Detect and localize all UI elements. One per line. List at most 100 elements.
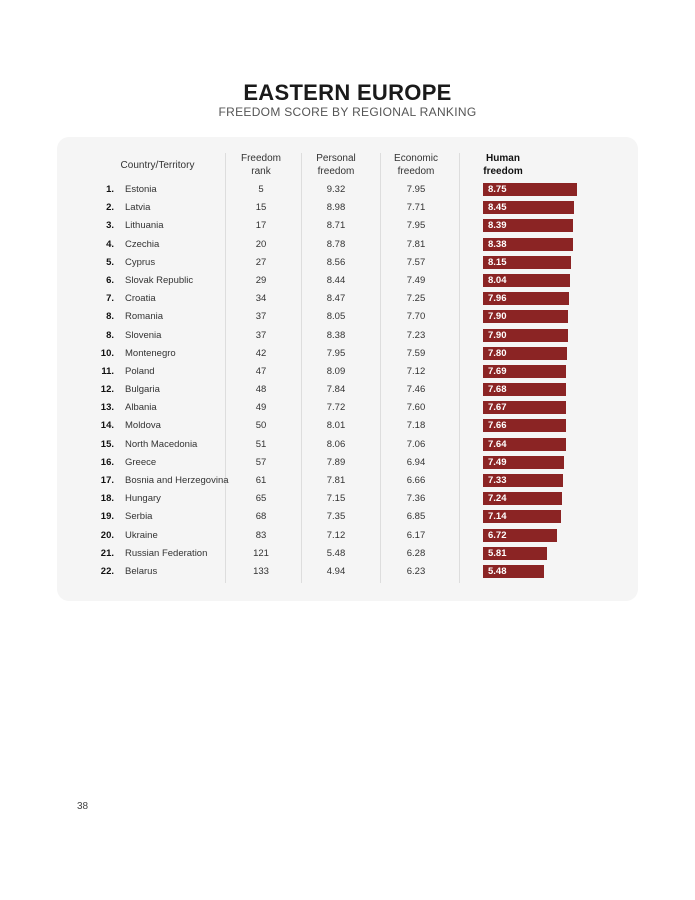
personal-freedom: 8.47 <box>326 293 346 305</box>
human-freedom-bar: 5.48 <box>483 564 544 578</box>
country-name: Montenegro <box>125 347 176 359</box>
economic-freedom: 6.94 <box>406 456 426 468</box>
personal-freedom: 8.01 <box>326 420 346 432</box>
economic-freedom: 7.95 <box>406 220 426 232</box>
freedom-rank: 68 <box>255 511 267 523</box>
personal-freedom: 9.32 <box>326 184 346 195</box>
personal-freedom: 7.81 <box>326 475 346 487</box>
table-row: 11. Poland 47 8.09 7.12 7.69 <box>0 364 695 383</box>
personal-freedom: 7.35 <box>326 511 346 523</box>
freedom-rank: 57 <box>255 456 267 468</box>
header-personal: Personal freedom <box>306 152 366 178</box>
economic-freedom: 7.60 <box>406 402 426 414</box>
country-name: Estonia <box>125 184 157 195</box>
country-name: Romania <box>125 311 164 323</box>
table-row: 21. Russian Federation 121 5.48 6.28 5.81 <box>0 546 695 565</box>
rank-label: 16. <box>100 456 114 468</box>
freedom-rank: 27 <box>255 256 267 268</box>
personal-freedom: 7.72 <box>326 402 346 414</box>
freedom-rank: 65 <box>255 493 267 505</box>
page-subtitle: FREEDOM SCORE BY REGIONAL RANKING <box>218 105 477 119</box>
human-freedom-bar: 7.33 <box>483 474 563 488</box>
human-freedom-bar: 7.80 <box>483 346 568 360</box>
country-name: Serbia <box>125 511 153 523</box>
human-freedom-bar: 8.15 <box>483 255 571 269</box>
country-name: Ukraine <box>125 529 158 541</box>
table-row: 2. Latvia 15 8.98 7.71 8.45 <box>0 201 695 219</box>
personal-freedom: 8.06 <box>326 438 346 450</box>
freedom-rank: 83 <box>255 529 267 541</box>
rank-label: 15. <box>100 438 114 450</box>
header-line: Freedom <box>240 153 281 164</box>
freedom-rank: 42 <box>255 347 267 359</box>
economic-freedom: 7.95 <box>406 184 426 195</box>
country-name: Moldova <box>125 420 161 432</box>
table-row: 4. Czechia 20 8.78 7.81 8.38 <box>0 237 695 256</box>
country-name: Albania <box>125 402 157 414</box>
header-line: freedom <box>317 166 355 177</box>
country-name: Bulgaria <box>125 384 160 396</box>
country-name: Bosnia and Herzegovina <box>125 475 229 487</box>
human-freedom-bar: 5.81 <box>483 546 548 560</box>
human-freedom-bar: 8.75 <box>483 183 577 196</box>
economic-freedom: 7.49 <box>406 274 426 286</box>
economic-freedom: 7.71 <box>406 202 426 214</box>
human-freedom-bar: 7.24 <box>483 492 562 506</box>
country-name: Latvia <box>125 202 151 214</box>
table-row: 3. Lithuania 17 8.71 7.95 8.39 <box>0 219 695 237</box>
header-line: Human <box>486 153 520 164</box>
freedom-rank: 48 <box>255 384 267 396</box>
rank-label: 10. <box>100 347 114 359</box>
table-row: 6. Slovak Republic 29 8.44 7.49 8.04 <box>0 273 695 292</box>
table-row: 20. Ukraine 83 7.12 6.17 6.72 <box>0 528 695 547</box>
table-row: 15. North Macedonia 51 8.06 7.06 7.64 <box>0 437 695 456</box>
table-row: 8. Slovenia 37 8.38 7.23 7.90 <box>0 328 695 347</box>
header-line: Economic <box>394 153 438 164</box>
rank-label: 3. <box>106 220 114 232</box>
human-freedom-bar: 7.49 <box>483 455 565 469</box>
country-name: Croatia <box>125 293 156 305</box>
economic-freedom: 6.85 <box>406 511 426 523</box>
table-row: 18. Hungary 65 7.15 7.36 7.24 <box>0 492 695 510</box>
rank-label: 20. <box>100 529 114 541</box>
economic-freedom: 7.36 <box>406 493 426 505</box>
freedom-rank: 61 <box>255 475 267 487</box>
economic-freedom: 7.70 <box>406 311 426 323</box>
table-row: 1. Estonia 5 9.32 7.95 8.75 <box>0 183 695 201</box>
table-row: 10. Montenegro 42 7.95 7.59 7.80 <box>0 346 695 365</box>
freedom-rank: 5 <box>258 184 264 195</box>
personal-freedom: 8.56 <box>326 256 346 268</box>
country-name: Slovenia <box>125 329 162 341</box>
human-freedom-bar: 7.66 <box>483 419 566 433</box>
economic-freedom: 7.23 <box>406 329 426 341</box>
economic-freedom: 7.25 <box>406 293 426 305</box>
rank-label: 6. <box>106 274 114 286</box>
freedom-rank: 20 <box>255 238 267 250</box>
table-row: 5. Cyprus 27 8.56 7.57 8.15 <box>0 255 695 274</box>
header-line: Personal <box>316 153 356 164</box>
column-divider <box>380 153 381 583</box>
human-freedom-bar: 7.68 <box>483 383 567 397</box>
personal-freedom: 8.78 <box>326 238 346 250</box>
freedom-rank: 133 <box>253 565 269 577</box>
freedom-rank: 34 <box>255 293 267 305</box>
human-freedom-bar: 8.38 <box>483 237 574 251</box>
header-line: freedom <box>483 166 523 177</box>
header-human: Human freedom <box>473 152 533 178</box>
country-name: Belarus <box>125 565 158 577</box>
country-name: Czechia <box>125 238 160 250</box>
human-freedom-bar: 7.90 <box>483 328 569 342</box>
human-freedom-bar: 8.04 <box>483 273 570 287</box>
personal-freedom: 4.94 <box>326 565 346 577</box>
economic-freedom: 7.46 <box>406 384 426 396</box>
rank-label: 13. <box>100 402 114 414</box>
column-divider <box>225 153 226 583</box>
table-row: 14. Moldova 50 8.01 7.18 7.66 <box>0 419 695 437</box>
header-line: rank <box>251 166 271 177</box>
rank-label: 22. <box>100 565 114 577</box>
freedom-rank: 37 <box>255 311 267 323</box>
human-freedom-bar: 8.45 <box>483 201 574 215</box>
personal-freedom: 8.09 <box>326 365 346 377</box>
table-row: 7. Croatia 34 8.47 7.25 7.96 <box>0 292 695 310</box>
rank-label: 17. <box>100 475 114 487</box>
